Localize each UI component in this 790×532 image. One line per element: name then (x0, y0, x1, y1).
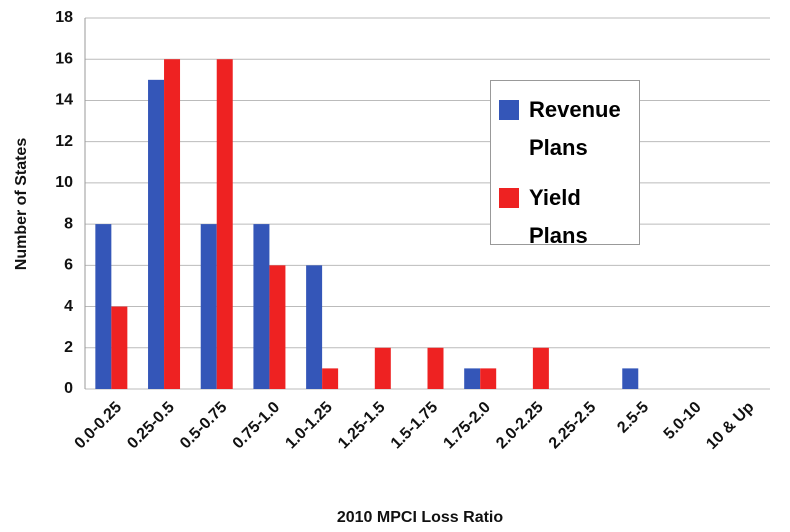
bar (480, 368, 497, 389)
bar (622, 368, 639, 389)
legend-item: Yield Plans (499, 179, 631, 255)
x-tick-label: 1.5-1.75 (388, 399, 442, 453)
y-tick-label: 18 (55, 9, 73, 26)
y-tick-label: 2 (64, 339, 73, 356)
x-tick-label: 1.75-2.0 (440, 399, 494, 453)
x-tick-label: 2.5-5 (614, 399, 652, 437)
x-tick-label: 10 & Up (703, 399, 757, 453)
y-tick-label: 4 (64, 298, 73, 315)
legend-label: Yield Plans (529, 185, 588, 248)
bar (532, 347, 549, 389)
x-tick-label: 1.0-1.25 (282, 399, 336, 453)
legend-item: Revenue Plans (499, 91, 631, 167)
x-tick-label: 0.25-0.5 (124, 399, 178, 453)
bar (427, 347, 444, 389)
bar (164, 59, 181, 389)
bar (464, 368, 481, 389)
x-tick-label: 0.0-0.25 (72, 399, 126, 453)
y-tick-label: 10 (55, 174, 73, 191)
bar (253, 224, 270, 389)
bar (111, 306, 128, 389)
y-tick-label: 8 (64, 215, 73, 232)
legend-swatch (499, 188, 519, 208)
legend-swatch (499, 100, 519, 120)
y-tick-label: 16 (55, 50, 73, 67)
x-axis-title: 2010 MPCI Loss Ratio (337, 509, 504, 526)
bar (269, 265, 286, 389)
bar (200, 224, 217, 389)
bar (216, 59, 233, 389)
bar (95, 224, 112, 389)
x-tick-label: 2.0-2.25 (493, 399, 547, 453)
legend: Revenue Plans Yield Plans (490, 80, 640, 248)
bar (306, 265, 323, 389)
x-tick-label: 2.25-2.5 (546, 399, 600, 453)
y-tick-label: 6 (64, 257, 73, 274)
x-tick-label: 0.5-0.75 (177, 399, 231, 453)
x-tick-label: 5.0-10 (661, 399, 705, 443)
legend-label: Revenue Plans (529, 97, 621, 160)
y-axis-title: Number of States (13, 138, 30, 271)
y-tick-label: 14 (55, 92, 73, 109)
y-tick-label: 12 (55, 133, 73, 150)
y-tick-label: 0 (64, 380, 73, 397)
x-tick-label: 1.25-1.5 (335, 399, 389, 453)
bar (374, 347, 391, 389)
x-tick-label: 0.75-1.0 (230, 399, 284, 453)
bar (148, 79, 165, 389)
bar (322, 368, 339, 389)
